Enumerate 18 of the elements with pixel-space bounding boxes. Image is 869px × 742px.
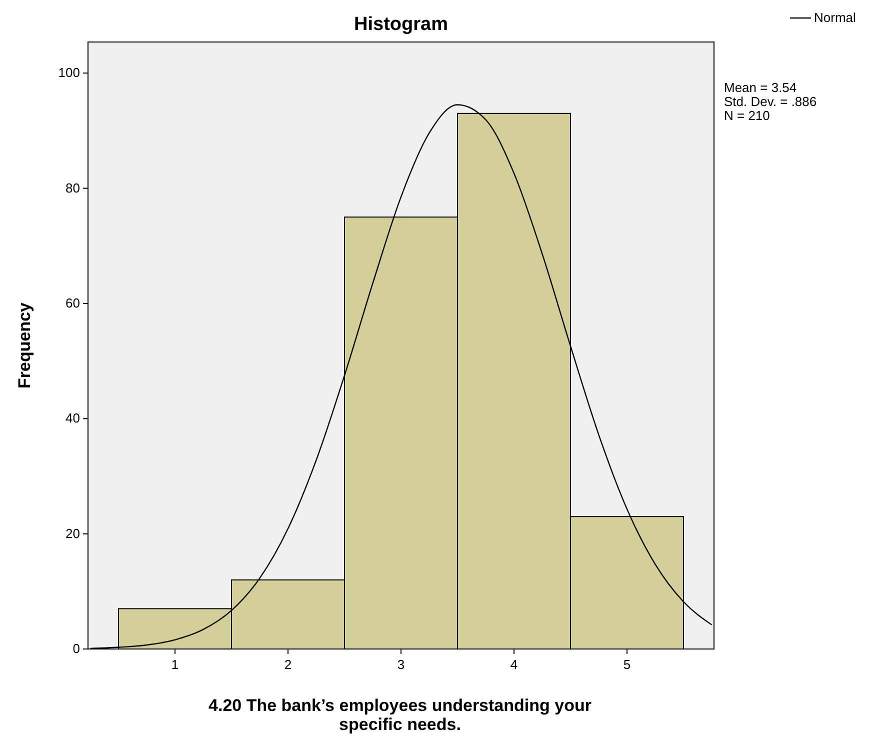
y-tick-label: 40	[66, 410, 80, 426]
y-tick-label: 100	[58, 65, 80, 80]
y-tick-label: 0	[72, 641, 80, 656]
chart-title: Histogram	[354, 14, 448, 35]
x-tick-label: 1	[171, 657, 179, 672]
y-tick-label: 20	[66, 526, 80, 541]
y-tick-label: 60	[66, 295, 80, 310]
y-axis-title: Frequency	[15, 302, 34, 388]
legend-label: Normal	[814, 10, 856, 25]
text: Std. Dev. = .886	[724, 94, 817, 109]
x-axis-title: 4.20 The bank’s employees understanding your specific needs.	[208, 696, 592, 734]
x-tick-label: 3	[397, 657, 405, 672]
y-tick-label: 80	[66, 180, 80, 196]
text: N = 210	[724, 108, 770, 123]
x-tick-label: 2	[284, 657, 292, 672]
x-tick-label: 5	[623, 657, 631, 672]
text: Mean = 3.54	[724, 80, 797, 95]
x-tick-label: 4	[510, 657, 518, 672]
